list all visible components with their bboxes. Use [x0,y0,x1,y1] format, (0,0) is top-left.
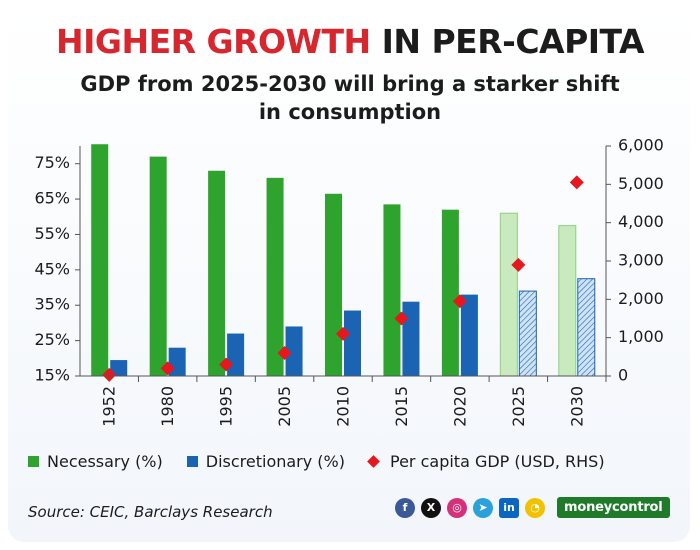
bar-necessary-2020 [441,209,459,376]
y-left-tick-label-75: 75% [34,153,70,172]
x-tick-label-2030: 2030 [567,386,586,427]
y-left-tick-label-35: 35% [34,295,70,314]
title-rest: IN PER-CAPITA [381,22,645,61]
legend-necessary: Necessary (%) [28,452,163,471]
bar-necessary-2030 [558,225,577,377]
legend-discretionary-label: Discretionary (%) [205,451,345,471]
x-tick-label-2015: 2015 [392,386,411,427]
bar-discretionary-2010 [344,310,361,376]
legend-necessary-swatch [28,455,39,467]
x-tick-label-2010: 2010 [334,386,353,427]
bar-necessary-2015 [383,204,401,376]
y-right-tick-label-6000: 6,000 [618,136,664,155]
y-left-tick-label-45: 45% [34,259,70,278]
gdp-marker-2010 [336,326,350,341]
gdp-marker-2015 [394,311,409,326]
bar-necessary-2005 [266,177,284,376]
subtitle-line-2: in consumption [258,100,442,124]
bar-discretionary-1952 [110,360,128,376]
bar-discretionary-2025 [518,290,537,377]
bar-necessary-2010 [325,193,342,376]
bar-necessary-1952 [91,144,109,376]
gdp-marker-2030 [569,175,584,190]
bar-discretionary-1995 [227,333,245,376]
gdp-marker-2020 [452,294,467,309]
bar-discretionary-2005 [285,326,303,376]
bar-discretionary-2015 [402,301,420,376]
chart-legend: Necessary (%) Discretionary (%) Per capi… [28,451,629,471]
bar-necessary-1995 [208,170,226,376]
y-right-tick-label-2000: 2,000 [618,289,664,308]
social-bar: f X ◎ ➤ in ◔ moneycontrol [395,497,670,518]
legend-discretionary-swatch [186,455,198,467]
x-tick-label-2020: 2020 [450,386,469,427]
legend-gdp-label: Per capita GDP (USD, RHS) [390,451,605,471]
gdp-marker-2025 [511,257,526,272]
legend-gdp-marker [367,454,380,468]
y-right-tick-label-1000: 1,000 [618,327,664,346]
bar-discretionary-2030 [577,278,596,377]
y-left-tick-label-65: 65% [34,189,70,208]
bar-necessary-2025 [499,212,518,377]
x-tick-label-1952: 1952 [100,386,119,427]
gdp-marker-2005 [277,346,292,360]
y-right-tick-label-4000: 4,000 [618,212,664,231]
x-tick-label-2005: 2005 [275,386,294,427]
y-right-tick-label-5000: 5,000 [618,174,664,193]
legend-necessary-label: Necessary (%) [47,451,163,471]
title-highlight: HIGHER GROWTH [55,22,371,61]
y-left-tick-label-55: 55% [34,224,70,243]
chart-title: HIGHER GROWTH IN PER-CAPITA [0,22,700,61]
y-left-tick-label-15: 15% [34,366,70,385]
x-tick-label-1980: 1980 [158,386,177,427]
facebook-icon[interactable]: f [395,497,415,518]
telegram-icon[interactable]: ➤ [473,497,493,518]
subtitle-line-1: GDP from 2025-2030 will bring a starker … [80,72,620,96]
gdp-marker-1995 [219,357,234,372]
gdp-marker-1980 [160,361,175,376]
gdp-marker-1952 [102,367,117,382]
bar-necessary-1980 [149,156,167,376]
bar-discretionary-2020 [460,294,478,376]
chart-area: 1952 1980 1995 2005 2010 2015 2020 2025 2030 15% 2… [34,136,664,427]
instagram-icon[interactable]: ◎ [447,497,467,518]
x-tick-label-2025: 2025 [509,386,528,427]
x-icon[interactable]: X [421,497,441,518]
linkedin-icon[interactable]: in [499,497,519,518]
chart-subtitle: GDP from 2025-2030 will bring a starker … [60,70,640,126]
y-left-tick-label-25: 25% [34,330,70,349]
y-right-tick-label-0: 0 [618,366,628,385]
legend-discretionary: Discretionary (%) [186,451,345,471]
koo-icon[interactable]: ◔ [525,497,545,518]
source-note: Source: CEIC, Barclays Research [28,503,273,521]
moneycontrol-logo: moneycontrol [557,497,670,518]
card-background [8,8,690,542]
y-right-tick-label-3000: 3,000 [618,251,664,270]
legend-gdp: Per capita GDP (USD, RHS) [367,451,605,471]
x-tick-label-1995: 1995 [217,386,236,427]
